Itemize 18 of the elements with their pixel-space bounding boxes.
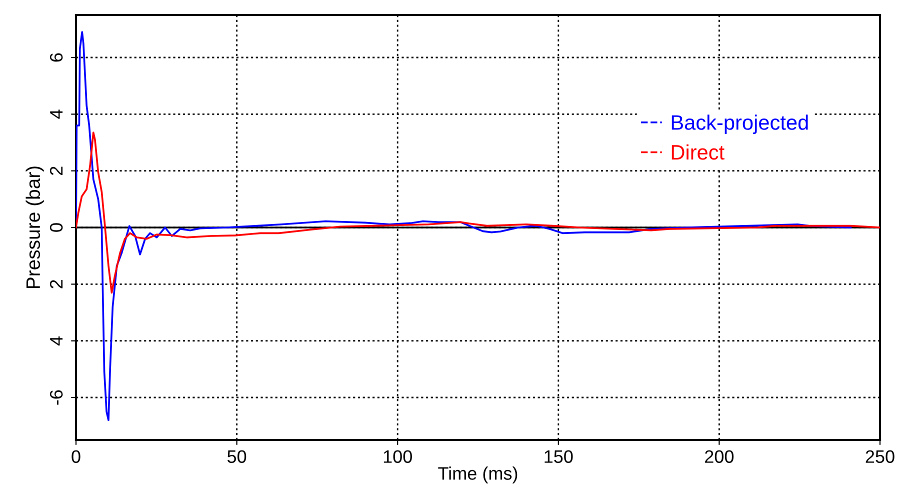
y-tick-label: 6 xyxy=(50,53,63,62)
x-axis-title: Time (ms) xyxy=(438,466,518,484)
legend-label: Back-projected xyxy=(672,114,808,134)
y-tick-label: 0 xyxy=(50,223,63,232)
x-tick-label: 150 xyxy=(544,450,573,463)
x-tick-label: 50 xyxy=(227,450,246,463)
line-series xyxy=(76,31,852,422)
x-tick-label: 100 xyxy=(384,450,412,463)
x-tick-label: 0 xyxy=(72,450,80,463)
y-tick-label: 4 xyxy=(50,336,63,346)
y-tick-label: 2 xyxy=(50,166,63,175)
y-tick-label: 4 xyxy=(50,110,63,119)
x-tick-label: 250 xyxy=(866,450,894,463)
y-tick-label: -6 xyxy=(50,390,63,405)
x-tick-label: 200 xyxy=(705,450,734,463)
y-axis-title: Pressure (bar) xyxy=(26,166,44,288)
y-tick-label: 2 xyxy=(50,280,63,288)
legend-label: Direct xyxy=(672,144,724,160)
